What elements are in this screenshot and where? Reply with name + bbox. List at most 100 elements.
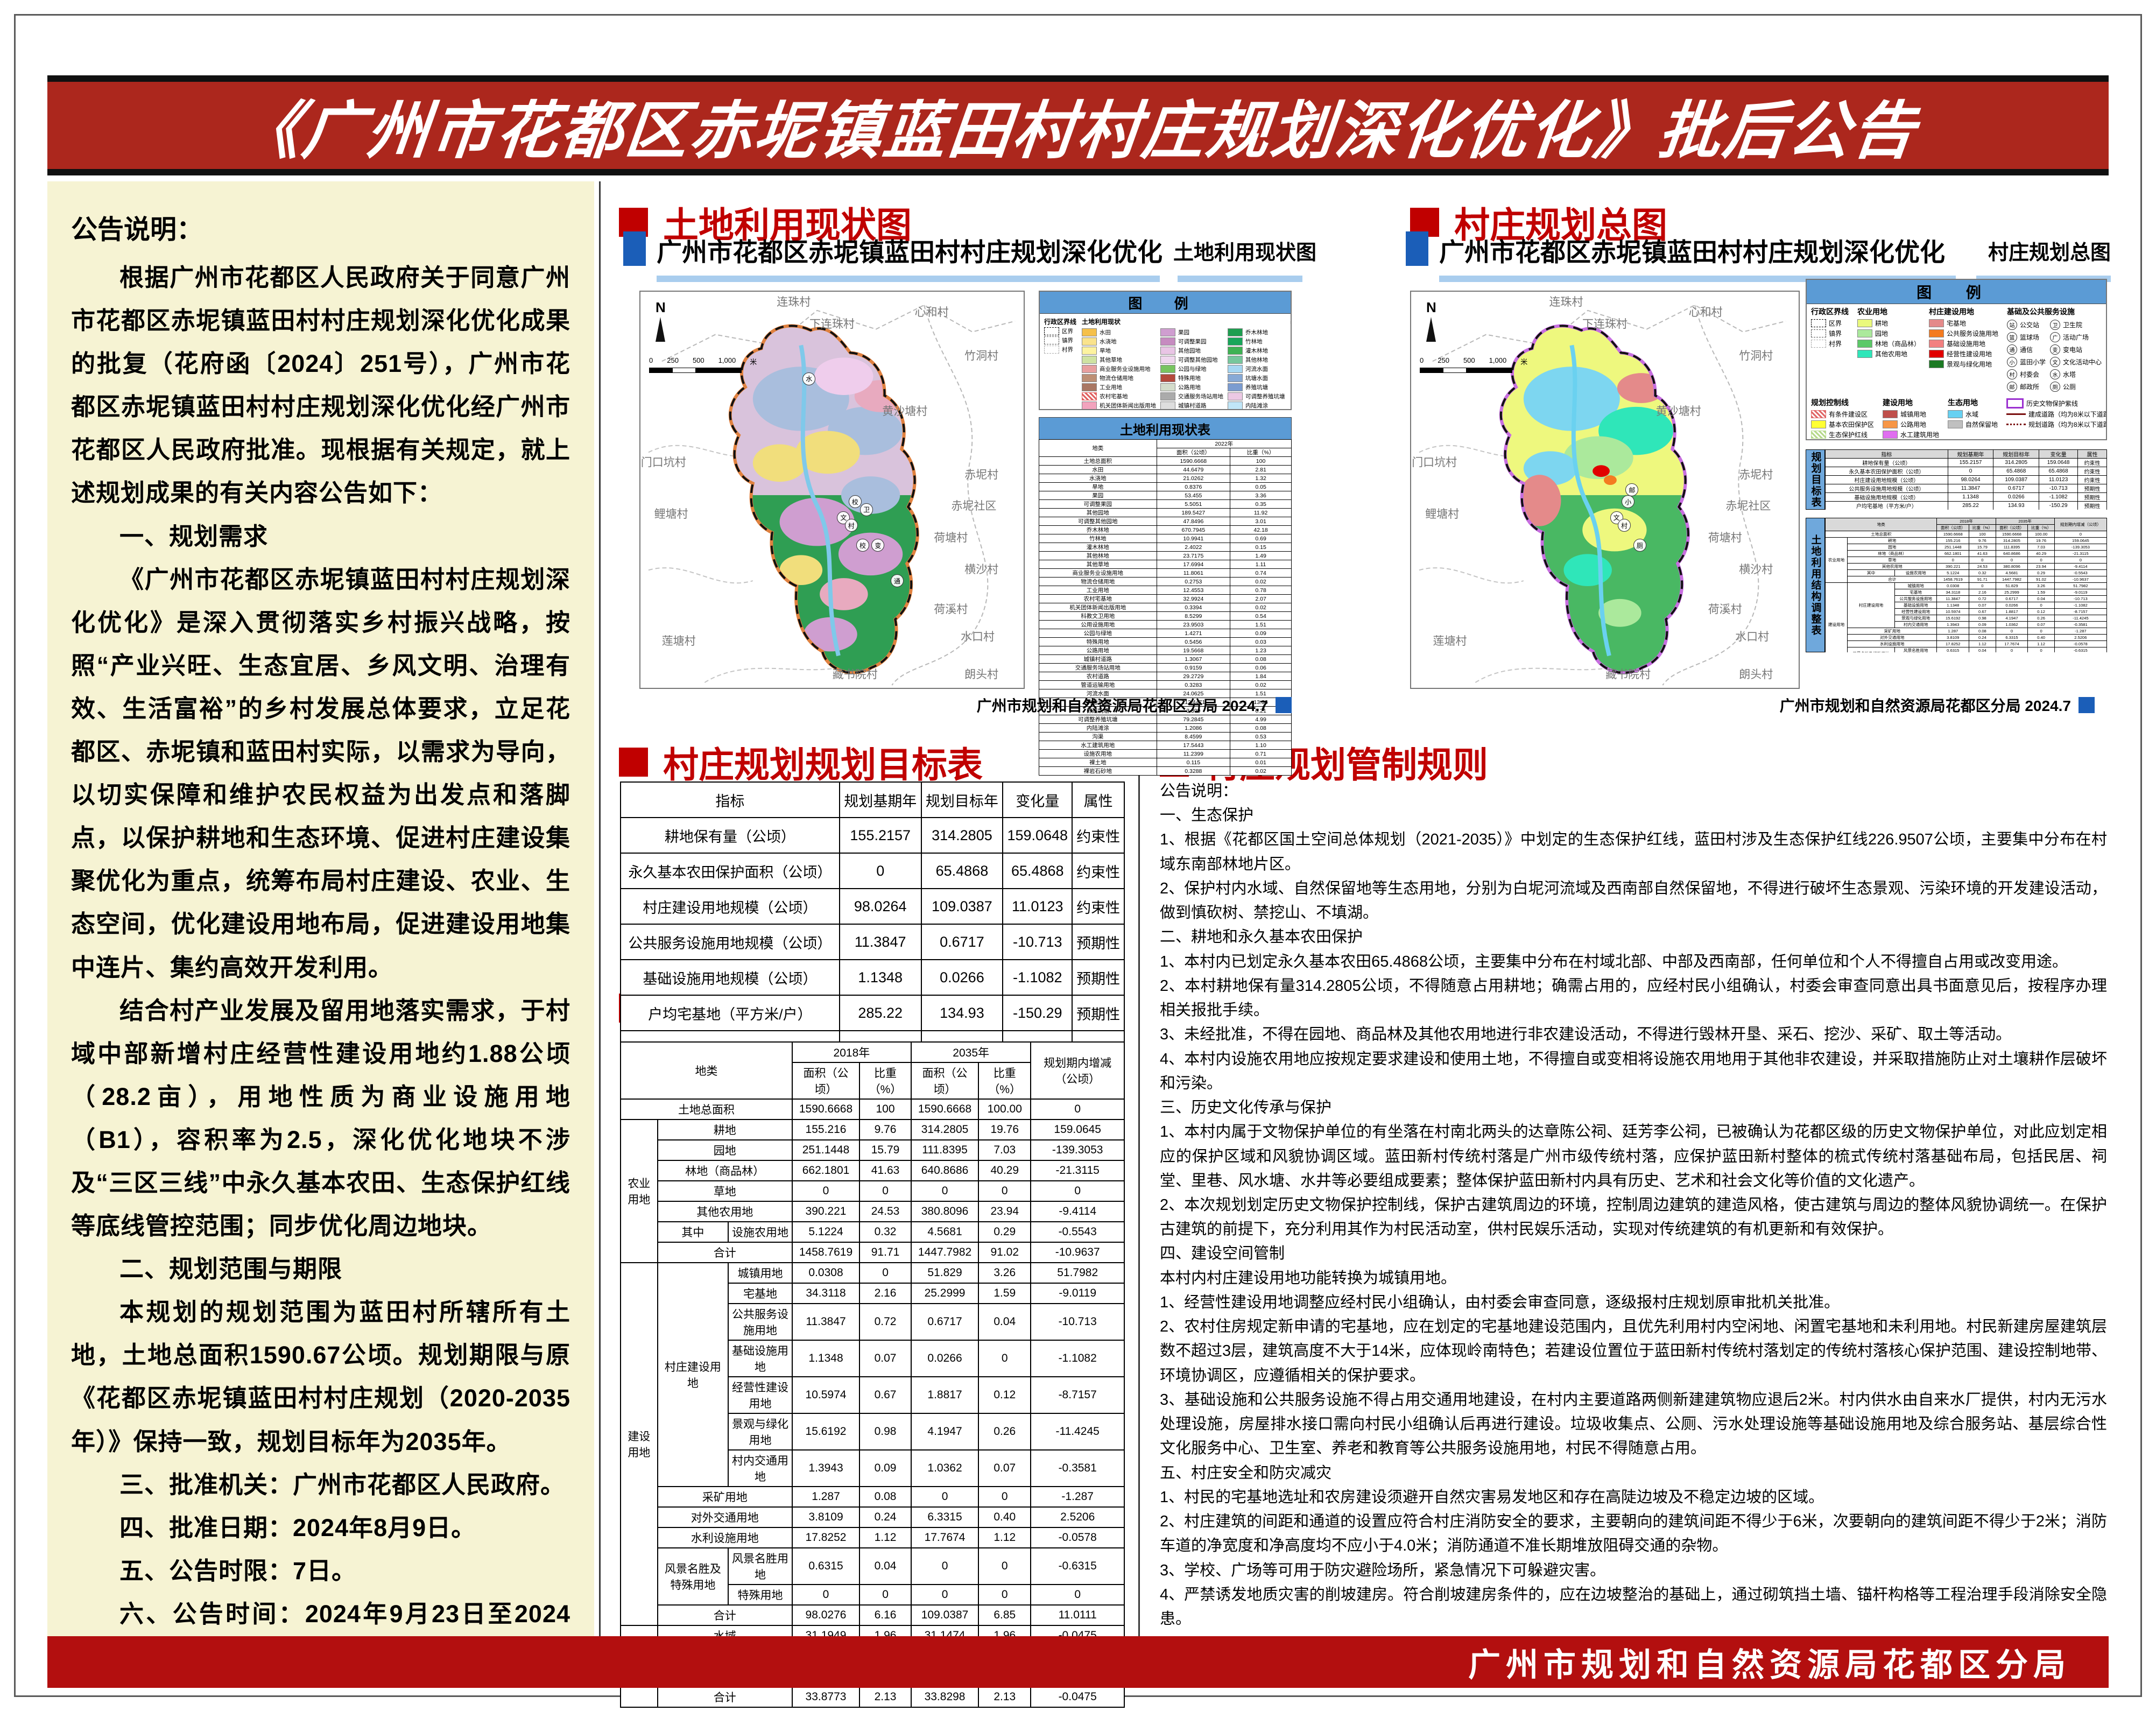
- table-cell: 0.9159: [1156, 663, 1231, 672]
- facility-marker-icon: 水: [802, 372, 816, 385]
- swatch-icon: [1929, 340, 1944, 348]
- table-cell: 0: [910, 1486, 980, 1508]
- table-cell: 23.7175: [1156, 551, 1231, 560]
- paragraph: 一、规划需求: [119, 522, 269, 550]
- table-cell: 155.216: [1936, 537, 1970, 544]
- table-cell: 0: [1969, 582, 1996, 589]
- legend-label: 可调整果园: [1178, 339, 1207, 345]
- map-label: 心和村: [914, 306, 949, 319]
- table-cell: 比重（%）: [859, 1062, 912, 1100]
- legend-label: 村界: [1829, 340, 1842, 348]
- table-cell: 34.3118: [1936, 589, 1970, 596]
- table-cell: 0.26: [978, 1413, 1032, 1451]
- table-cell: 1.12: [2027, 640, 2055, 647]
- table-cell: 公共服务设施用地: [1894, 595, 1937, 602]
- table-cell: 设施农用地: [728, 1221, 793, 1243]
- map-label: 荷溪村: [934, 603, 968, 616]
- table-cell: 111.8395: [1995, 544, 2028, 551]
- legend-item: 公路用地: [1883, 420, 1939, 429]
- table-cell: 10.5974: [1936, 608, 1970, 615]
- legend-label: 邮政所: [2020, 383, 2040, 391]
- table-cell: -11.4245: [1030, 1413, 1125, 1451]
- table-cell: 比重（%）: [978, 1062, 1032, 1100]
- blue-square-icon: [2079, 697, 2095, 713]
- map-label: 门口坑村: [1412, 456, 1457, 469]
- table-cell: 0: [839, 853, 922, 889]
- legend-item: 镇界: [1811, 329, 1849, 338]
- legend-label: 灌木林地: [1245, 348, 1269, 354]
- table-cell: 2.81: [1230, 465, 1292, 474]
- legend-item: 村界: [1811, 339, 1849, 348]
- table-cell: 159.0645: [2054, 537, 2107, 544]
- legend-label: 公路用地: [1178, 384, 1201, 391]
- table-cell: 草地: [657, 1180, 793, 1202]
- table-cell: 1.0362: [1995, 621, 2028, 628]
- table-cell: 0.0308: [1936, 582, 1970, 589]
- table-cell: 6.16: [859, 1604, 912, 1626]
- table-cell: -0.3581: [2054, 621, 2107, 628]
- paragraph: 1、本村内属于文物保护单位的有坐落在村南北两头的达章陈公祠、廷芳李公祠，已被确认…: [1160, 1123, 2107, 1189]
- legend-item: 校学校: [1290, 365, 1291, 376]
- legend-item: 文文化活动中心: [2050, 357, 2102, 367]
- table-cell: 城镇用地: [1894, 582, 1937, 589]
- table-cell: 地类: [1039, 439, 1157, 457]
- circle-icon: 篮: [1290, 341, 1291, 351]
- table-cell: 212.4471: [1156, 698, 1231, 707]
- table-cell: 11.92: [1230, 508, 1292, 517]
- plan-map-labels: 连珠村 下连珠村 心和村 竹洞村 黄沙塘村 门口坑村 赤坭村 鲤塘村 赤坭社区 荷塘村 横沙村 荷溪村…: [1411, 292, 1799, 688]
- table-cell: 314.2805: [1993, 458, 2040, 467]
- legend-group-admin: 行政区界线 区界 镇界 村界: [1044, 318, 1077, 354]
- table-cell: 15.6192: [1936, 615, 1970, 622]
- map-label: 荷塘村: [934, 532, 968, 545]
- table-cell: 1.0362: [910, 1449, 980, 1487]
- table-cell: 11.0123: [2039, 475, 2079, 484]
- table-cell: 0.6315: [1936, 647, 1970, 652]
- table-cell: 0.08: [1969, 628, 1996, 635]
- table-cell: 农业用地: [620, 1119, 658, 1263]
- table-cell: 公园与绿地: [1039, 629, 1157, 638]
- table-cell: 户均宅基地（平方米/户）: [620, 995, 840, 1031]
- legend-label: 可调整其他园地: [1178, 357, 1218, 363]
- table-cell: 0.6717: [1995, 595, 2028, 602]
- map-label: 赤坭村: [964, 468, 999, 481]
- table-cell: -1.1082: [1030, 1340, 1125, 1377]
- swatch-icon: [1228, 365, 1243, 373]
- circle-icon: 邮: [2007, 382, 2018, 392]
- table-cell: 经营性建设用地: [728, 1376, 793, 1414]
- legend-group-facilities: 基础及公共服务设施 站公交站卫卫生院篮篮球场广活动广场通通信变变电站校学校文文化…: [1290, 317, 1291, 409]
- table-cell: 1590.6668: [791, 1099, 861, 1120]
- table-cell: 规划期内增减（公顷）: [1030, 1041, 1125, 1100]
- circle-icon: 广: [2050, 332, 2061, 342]
- legend-label: 变电站: [2063, 346, 2083, 354]
- table-cell: 15.6192: [791, 1413, 861, 1451]
- table-cell: 1447.7982: [910, 1242, 980, 1263]
- facility-marker-icon: 厕: [1633, 539, 1646, 552]
- table-cell: 0: [859, 1262, 912, 1284]
- table-cell: 0: [2027, 628, 2055, 635]
- underline-bar: [657, 276, 1160, 282]
- table-cell: 宅基地: [1894, 589, 1937, 596]
- table-cell: 8.4599: [1156, 732, 1231, 741]
- table-cell: 3.26: [978, 1262, 1032, 1284]
- table-cell: -9.4114: [1030, 1201, 1125, 1222]
- table-cell: -9.0119: [1030, 1283, 1125, 1304]
- table-cell: 村内交通用地: [728, 1449, 793, 1487]
- table-cell: 0: [1947, 467, 1994, 476]
- legend-label: 水域: [1965, 411, 1979, 418]
- table-cell: 662.1801: [1936, 550, 1970, 557]
- legend-label: 镇界: [1062, 337, 1073, 344]
- table-cell: 0.0266: [910, 1340, 980, 1377]
- table-cell: 65.4868: [2039, 467, 2079, 476]
- legend-item: 建成道路（均为8米以下道路）: [2006, 410, 2106, 419]
- table-cell: 1.3943: [791, 1449, 861, 1487]
- table-cell: 特殊用地: [1039, 637, 1157, 646]
- table-cell: 1.4271: [1156, 629, 1231, 638]
- table-cell: 0.6717: [920, 924, 1004, 960]
- table-cell: 98.0276: [791, 1604, 861, 1626]
- facility-marker-icon: 邮: [1625, 483, 1639, 496]
- table-cell: 0.3283: [1156, 680, 1231, 689]
- table-cell: 34.3118: [791, 1283, 861, 1304]
- map-label: 朗头村: [964, 668, 999, 681]
- swatch-icon: [1883, 420, 1898, 428]
- map-label: 连珠村: [1549, 296, 1583, 309]
